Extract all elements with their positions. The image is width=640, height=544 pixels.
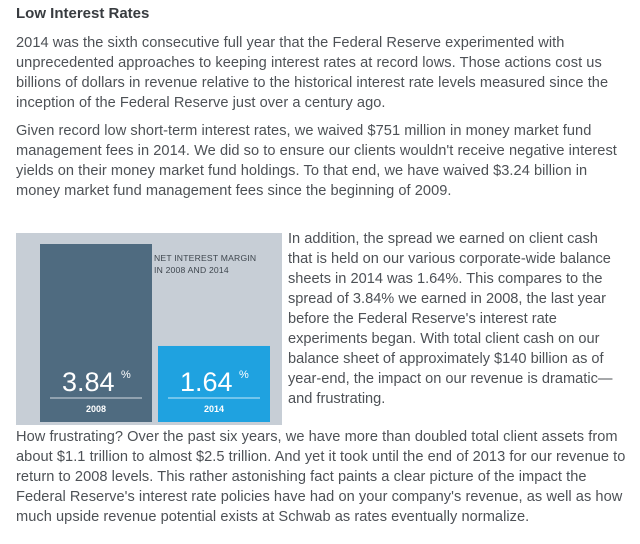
paragraph-fee-waivers: Given record low short-term interest rat… xyxy=(16,123,617,199)
unit-label-2008: % xyxy=(121,369,131,381)
chart-title-line: IN 2008 AND 2014 xyxy=(154,265,229,275)
paragraph-federal-reserve: 2014 was the sixth consecutive full year… xyxy=(16,35,609,111)
value-label-2008: 3.84 xyxy=(62,367,115,397)
unit-label-2014: % xyxy=(239,369,249,381)
paragraph-spread: In addition, the spread we earned on cli… xyxy=(288,231,613,407)
paragraph-frustration: How frustrating? Over the past six years… xyxy=(16,429,626,525)
bar-2014 xyxy=(158,345,270,422)
chart-canvas: NET INTEREST MARGIN IN 2008 AND 2014 3.84%… xyxy=(40,244,270,422)
category-label-2008: 2008 xyxy=(86,404,106,414)
net-interest-margin-chart: NET INTEREST MARGIN IN 2008 AND 2014 3.84%… xyxy=(16,233,282,425)
bar-2008 xyxy=(40,244,152,422)
section-heading: Low Interest Rates xyxy=(16,5,150,22)
category-label-2014: 2014 xyxy=(204,404,224,414)
chart-title-line: NET INTEREST MARGIN xyxy=(154,253,256,263)
value-label-2014: 1.64 xyxy=(180,367,233,397)
